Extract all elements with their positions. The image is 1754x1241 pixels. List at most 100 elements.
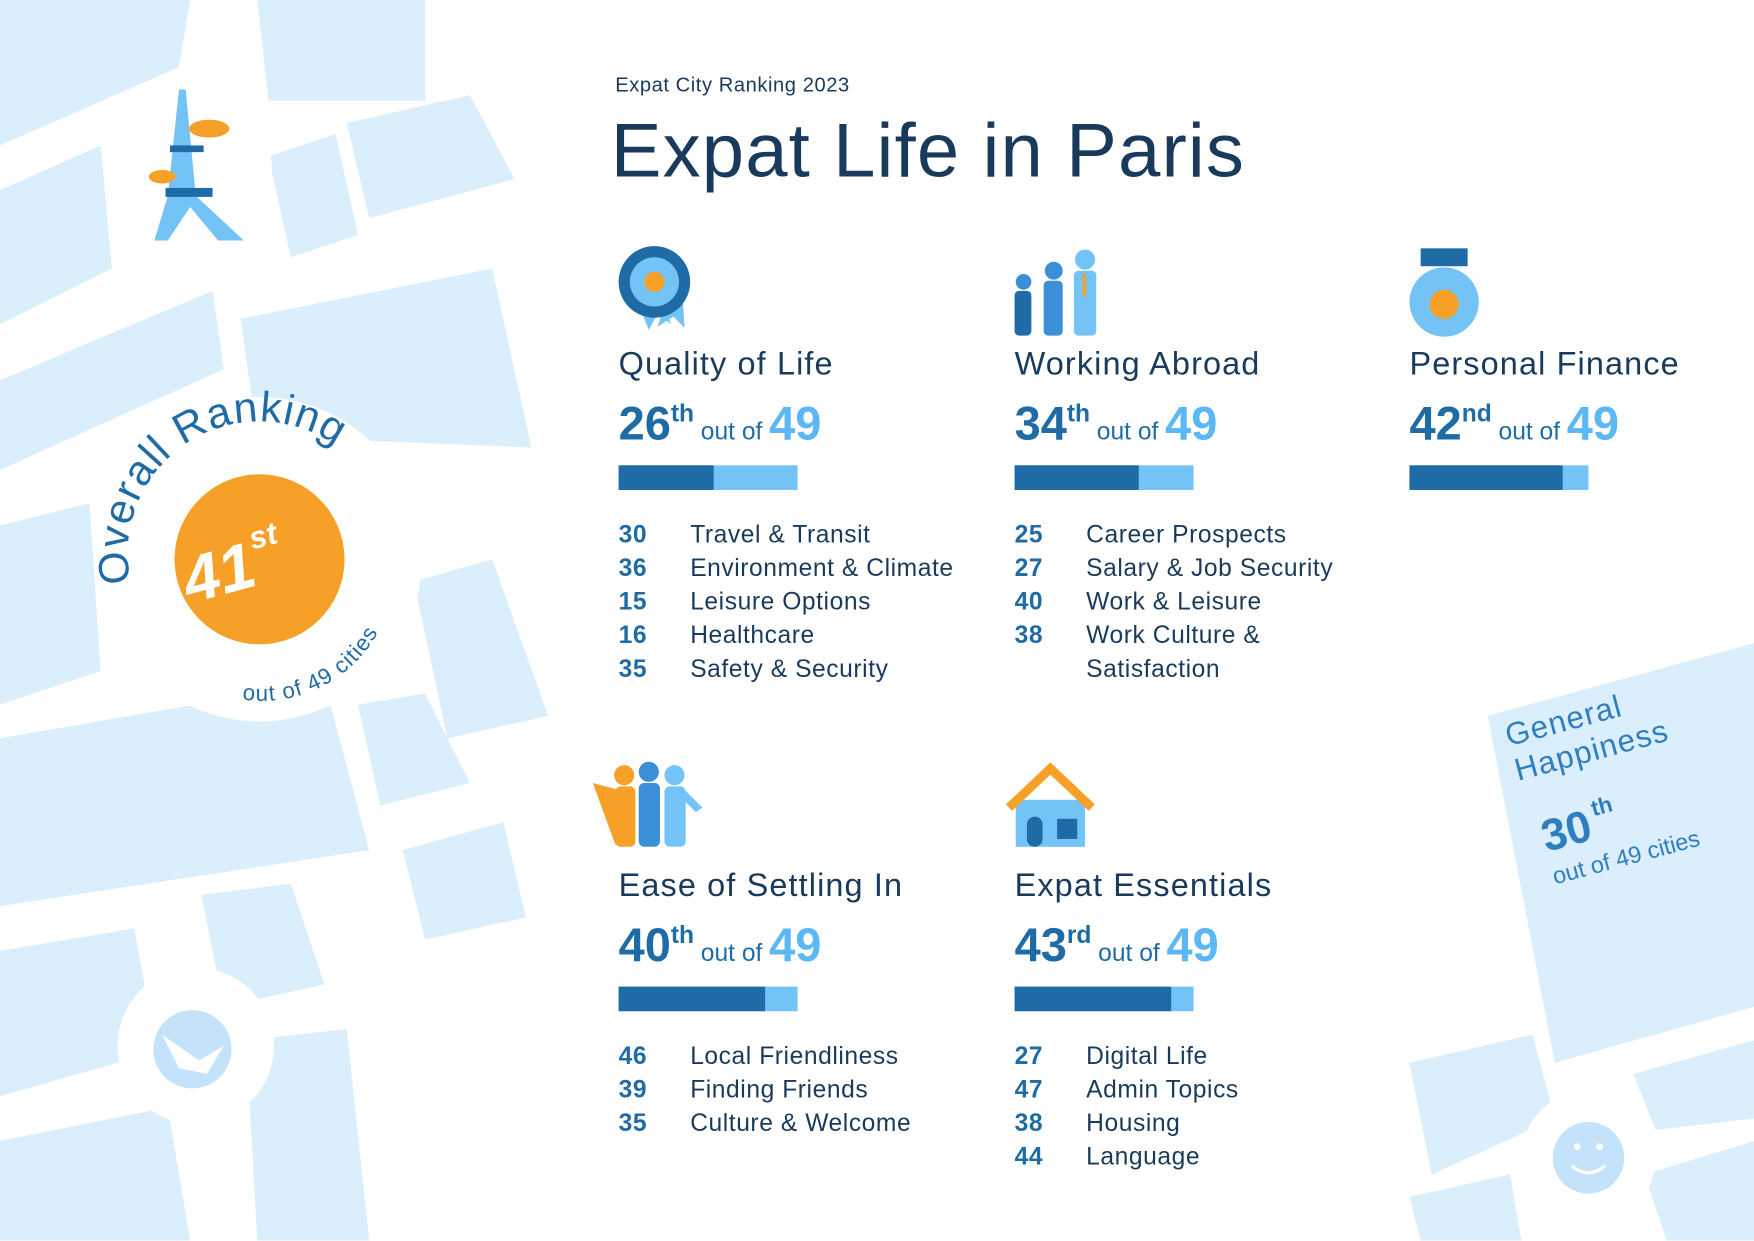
rank-line: 40thout of 49 (619, 918, 822, 972)
category-title: Expat Essentials (1014, 868, 1273, 904)
workers-icon (1014, 249, 1097, 336)
out-of: out of (1098, 938, 1160, 967)
item-rank: 40 (1014, 587, 1044, 616)
item-row: 27 Digital Life (1015, 1039, 1366, 1073)
smiley-icon (1552, 1121, 1625, 1194)
rank: 42 (1409, 397, 1462, 450)
item-rank: 46 (618, 1041, 648, 1070)
bar-rank (1014, 465, 1139, 490)
item-label: Finding Friends (690, 1074, 869, 1103)
out-of: out of (700, 417, 763, 446)
subtitle: Expat City Ranking 2023 (615, 73, 850, 97)
item-row: 44 Language (1015, 1140, 1366, 1174)
out-of: out of (700, 938, 763, 967)
item-rank: 16 (618, 620, 648, 649)
item-rank: 25 (1014, 520, 1044, 549)
item-rank: 36 (618, 553, 648, 582)
rank-suffix: th (670, 920, 695, 949)
item-row: 35 Culture & Welcome (619, 1106, 970, 1140)
rank: 34 (1014, 397, 1067, 450)
item-rank: 27 (1014, 553, 1044, 582)
rank-suffix: rd (1066, 920, 1092, 949)
item-row: 27 Salary & Job Security (1015, 551, 1366, 585)
bird-icon (153, 1010, 232, 1089)
total: 49 (1166, 918, 1219, 971)
item-rank: 35 (618, 1108, 648, 1137)
total: 49 (1165, 397, 1218, 450)
item-list: 27 Digital Life 47 Admin Topics 38 Housing 44 L… (1015, 1039, 1366, 1173)
rank: 43 (1014, 918, 1067, 971)
rank-line: 42ndout of 49 (1409, 397, 1619, 451)
item-row: 40 Work & Leisure (1015, 585, 1366, 619)
item-label: Healthcare (690, 620, 815, 649)
bar-rank (1014, 986, 1172, 1012)
total: 49 (769, 397, 822, 450)
item-rank: 44 (1014, 1142, 1044, 1171)
item-row: 16 Healthcare (619, 619, 970, 653)
item-row: 25 Career Prospects (1015, 518, 1366, 552)
item-label: Housing (1086, 1108, 1181, 1137)
rank-line: 43rdout of 49 (1015, 918, 1219, 972)
category-title: Quality of Life (618, 346, 834, 383)
general-happiness: General Happiness 30 th out of 49 cities (1501, 688, 1702, 889)
rank: 26 (618, 397, 671, 450)
item-row: 47 Admin Topics (1015, 1073, 1366, 1107)
item-label: Local Friendliness (690, 1041, 899, 1070)
category-title: Personal Finance (1409, 346, 1680, 383)
item-label: Language (1086, 1142, 1201, 1171)
item-row: 38 Work Culture & Satisfaction (1015, 619, 1366, 686)
item-list: 25 Career Prospects 27 Salary & Job Securit… (1015, 518, 1366, 686)
rank-line: 34thout of 49 (1015, 397, 1218, 451)
friends-icon (592, 761, 703, 847)
item-label: Leisure Options (690, 587, 871, 616)
bar-rank (618, 465, 714, 490)
item-rank: 35 (618, 654, 648, 683)
total: 49 (769, 918, 822, 971)
item-label: Digital Life (1086, 1041, 1208, 1070)
item-rank: 38 (1014, 620, 1044, 649)
rank-suffix: nd (1461, 399, 1492, 428)
item-label: Culture & Welcome (690, 1108, 912, 1137)
item-rank: 39 (618, 1074, 648, 1103)
item-label: Work Culture & Satisfaction (1086, 620, 1261, 683)
item-rank: 27 (1014, 1041, 1044, 1070)
out-of: out of (1096, 417, 1159, 446)
item-label: Career Prospects (1086, 520, 1287, 549)
item-label: Salary & Job Security (1086, 553, 1334, 582)
rank: 40 (618, 918, 671, 971)
total: 49 (1566, 397, 1620, 450)
category-title: Working Abroad (1014, 346, 1261, 383)
award-icon (618, 246, 691, 330)
bar-rank (618, 986, 765, 1012)
item-label: Work & Leisure (1086, 587, 1262, 616)
overall-badge (174, 474, 345, 645)
bar-rank (1409, 465, 1563, 490)
item-row: 15 Leisure Options (619, 585, 970, 619)
item-rank: 47 (1014, 1074, 1044, 1103)
eiffel-icon (148, 89, 244, 241)
item-list: 46 Local Friendliness 39 Finding Friends 35 C… (619, 1039, 970, 1140)
item-row: 38 Housing (1015, 1106, 1366, 1140)
item-rank: 30 (618, 520, 648, 549)
item-row: 35 Safety & Security (619, 652, 970, 686)
item-list: 30 Travel & Transit 36 Environment & Climat… (619, 518, 970, 686)
item-rank: 38 (1014, 1108, 1044, 1137)
category-title: Ease of Settling In (618, 868, 904, 904)
money-bag-icon (1409, 248, 1479, 337)
item-row: 39 Finding Friends (619, 1073, 970, 1107)
rank-suffix: th (670, 399, 695, 428)
rank-suffix: th (1066, 399, 1091, 428)
title: Expat Life in Paris (610, 108, 1246, 194)
rank-line: 26thout of 49 (619, 397, 822, 451)
out-of: out of (1498, 417, 1561, 446)
item-rank: 15 (618, 587, 648, 616)
item-row: 30 Travel & Transit (619, 518, 970, 552)
item-label: Travel & Transit (690, 520, 871, 549)
item-label: Safety & Security (690, 654, 889, 683)
item-label: Environment & Climate (690, 553, 954, 582)
house-icon (1005, 762, 1095, 847)
item-row: 36 Environment & Climate (619, 551, 970, 585)
